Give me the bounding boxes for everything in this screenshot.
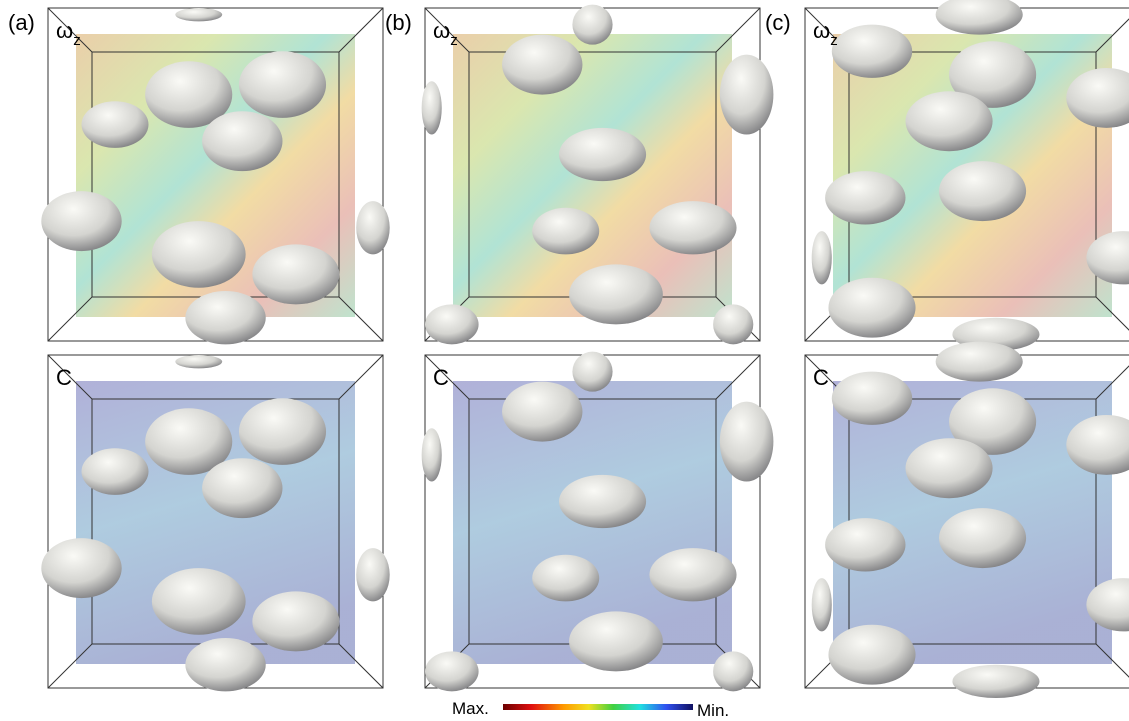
field-symbol: ω xyxy=(433,18,450,43)
bubble xyxy=(202,458,282,518)
panel: ωz xyxy=(422,5,774,345)
bubble xyxy=(825,518,905,571)
field-symbol: C xyxy=(56,365,72,390)
bubble xyxy=(572,352,612,392)
bubble xyxy=(425,304,479,344)
panel: C xyxy=(422,352,774,692)
colorbar-min-label: Min. xyxy=(697,701,729,720)
bubble xyxy=(152,221,246,288)
field-symbol: ω xyxy=(813,18,830,43)
bubble xyxy=(713,304,753,344)
field-label: C xyxy=(813,365,829,390)
panel: ωz xyxy=(41,8,389,344)
bubble xyxy=(559,128,646,181)
bubble xyxy=(649,201,736,254)
field-symbol: C xyxy=(813,365,829,390)
bubble xyxy=(559,475,646,528)
bubble xyxy=(936,342,1023,382)
bubble xyxy=(906,438,993,498)
bubble xyxy=(239,51,326,118)
bubble xyxy=(832,25,912,78)
bubble xyxy=(239,398,326,465)
bubble xyxy=(175,355,222,368)
bubble xyxy=(812,231,832,284)
bubble xyxy=(952,665,1039,698)
bubble xyxy=(832,372,912,425)
bubble xyxy=(422,428,442,481)
bubble xyxy=(812,578,832,631)
bubble xyxy=(825,171,905,224)
bubble xyxy=(82,448,149,495)
bubble xyxy=(356,201,390,254)
bubble xyxy=(425,651,479,691)
panel: C xyxy=(805,342,1129,698)
panel: ωz xyxy=(805,0,1129,351)
bubble xyxy=(41,191,121,251)
bubble xyxy=(422,81,442,134)
colorbar xyxy=(503,704,693,710)
bubble xyxy=(532,208,599,255)
bubble xyxy=(939,508,1026,568)
panel-label: (b) xyxy=(385,10,412,35)
bubble xyxy=(569,264,663,324)
field-symbol: C xyxy=(433,365,449,390)
bubble xyxy=(572,5,612,45)
bubble xyxy=(185,638,265,691)
bubble xyxy=(152,568,246,635)
bubble xyxy=(202,111,282,171)
bubble xyxy=(175,8,222,21)
panel: C xyxy=(41,355,389,691)
field-label: C xyxy=(56,365,72,390)
bubble xyxy=(252,244,339,304)
field-subscript: z xyxy=(450,32,458,49)
bubble xyxy=(502,35,582,95)
bubble xyxy=(252,591,339,651)
colorbar-max-label: Max. xyxy=(452,699,489,718)
bubble xyxy=(82,101,149,148)
figure: (a)ωzC(b)ωzC(c)ωzCMax.Min. xyxy=(0,0,1129,721)
field-subscript: z xyxy=(73,32,81,49)
field-subscript: z xyxy=(830,32,838,49)
bubble xyxy=(569,611,663,671)
bubble xyxy=(939,161,1026,221)
bubble xyxy=(649,548,736,601)
bubble xyxy=(713,651,753,691)
bubble xyxy=(532,555,599,602)
bubble xyxy=(720,402,774,482)
bubble xyxy=(185,291,265,344)
bubble xyxy=(41,538,121,598)
bubble xyxy=(828,625,915,685)
field-symbol: ω xyxy=(56,18,73,43)
panel-label: (a) xyxy=(8,10,35,35)
bubble xyxy=(502,382,582,442)
panel-label: (c) xyxy=(765,10,791,35)
bubble xyxy=(828,278,915,338)
bubble xyxy=(356,548,390,601)
bubble xyxy=(906,91,993,151)
field-label: C xyxy=(433,365,449,390)
bubble xyxy=(720,55,774,135)
